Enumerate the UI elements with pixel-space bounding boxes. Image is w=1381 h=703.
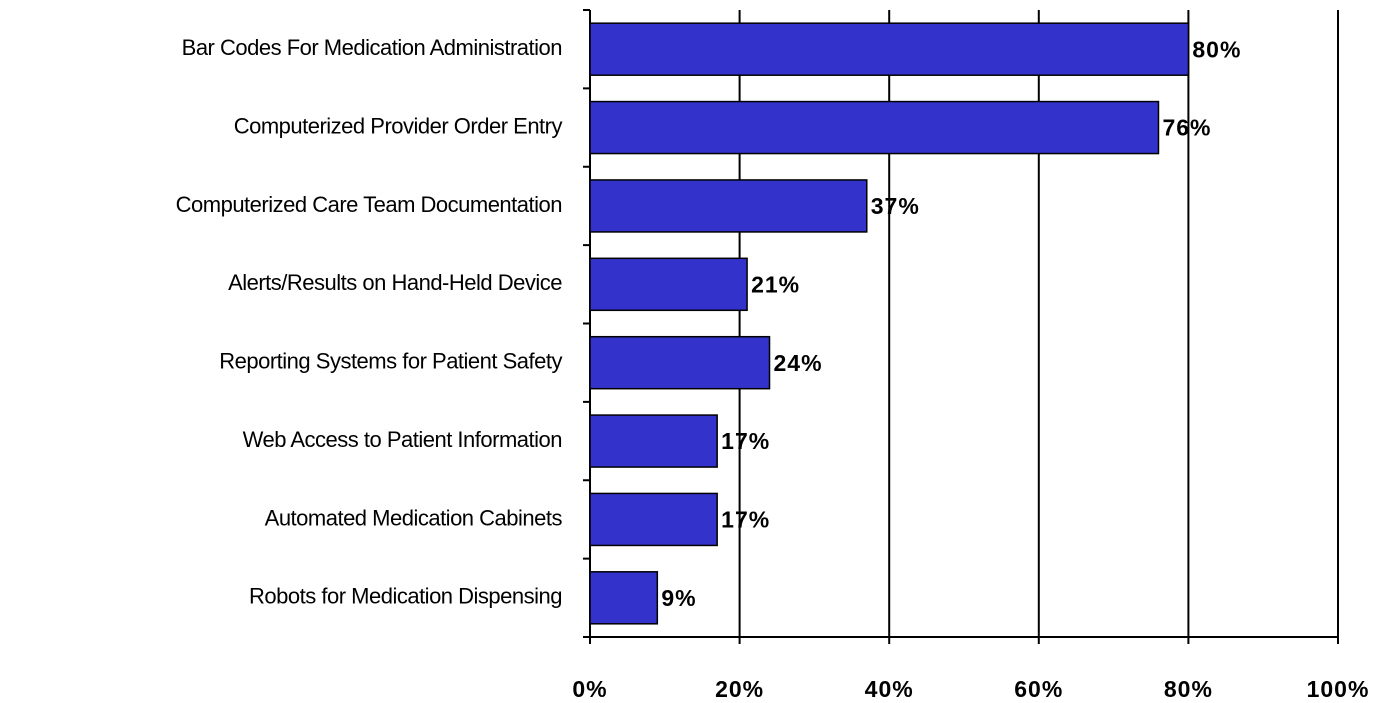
- x-tick-label: 80%: [1164, 676, 1213, 702]
- value-label: 9%: [661, 585, 696, 611]
- bar: [589, 22, 1190, 76]
- bar: [589, 335, 771, 390]
- bar: [589, 100, 1160, 155]
- category-label: Automated Medication Cabinets: [265, 505, 563, 530]
- x-tick-label: 20%: [715, 676, 764, 702]
- x-tick-label: 60%: [1014, 676, 1063, 702]
- x-tick-label: 0%: [572, 676, 607, 702]
- value-label: 17%: [721, 507, 770, 533]
- bar: [589, 257, 748, 312]
- x-tick-label: 40%: [865, 676, 914, 702]
- value-label: 24%: [774, 350, 823, 376]
- category-label: Bar Codes For Medication Administration: [182, 35, 562, 60]
- bar: [589, 179, 868, 233]
- x-tick-label: 100%: [1307, 676, 1370, 702]
- bar: [589, 571, 659, 625]
- category-label: Alerts/Results on Hand-Held Device: [228, 270, 562, 295]
- category-label: Computerized Provider Order Entry: [234, 113, 563, 138]
- category-label: Reporting Systems for Patient Safety: [219, 349, 562, 374]
- value-label: 76%: [1162, 115, 1211, 141]
- category-label: Computerized Care Team Documentation: [176, 192, 562, 217]
- value-label: 17%: [721, 428, 770, 454]
- category-label: Robots for Medication Dispensing: [249, 584, 562, 609]
- value-label: 21%: [751, 271, 800, 297]
- category-label: Web Access to Patient Information: [243, 427, 562, 452]
- value-label: 80%: [1192, 36, 1241, 62]
- value-label: 37%: [871, 193, 920, 219]
- bar: [589, 492, 718, 547]
- bar: [589, 414, 718, 468]
